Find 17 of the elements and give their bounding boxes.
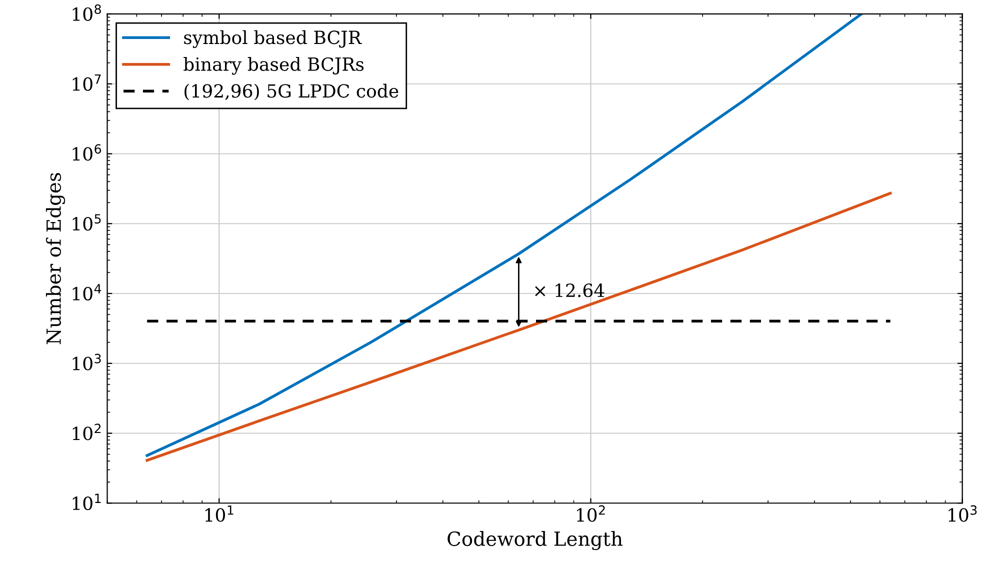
y-tick-label: 10$^{4}$ (72, 284, 102, 300)
x-axis-title: Codeword Length (448, 531, 623, 550)
y-tick-label: 10$^{2}$ (72, 424, 101, 440)
y-tick-label: 10$^{5}$ (72, 214, 101, 231)
y-tick-label: 10$^{7}$ (72, 74, 101, 91)
y-axis-title: Number of Edges (46, 173, 66, 344)
y-tick-label: 10$^{3}$ (72, 354, 101, 370)
legend-label: binary based BCJRs (184, 57, 364, 75)
annotation: × 12.64 (535, 283, 604, 298)
y-tick-label: 10$^{1}$ (72, 494, 101, 510)
x-tick-label: 10$^{2}$ (577, 505, 605, 522)
legend-label: symbol based BCJR (184, 30, 362, 48)
x-tick-label: 10$^{3}$ (948, 505, 977, 522)
y-tick-label: 10$^{6}$ (72, 144, 102, 161)
legend-label: (192,96) 5G LPDC code (184, 84, 398, 100)
x-tick-label: 10$^{1}$ (205, 505, 234, 522)
y-tick-label: 10$^{8}$ (72, 4, 101, 21)
